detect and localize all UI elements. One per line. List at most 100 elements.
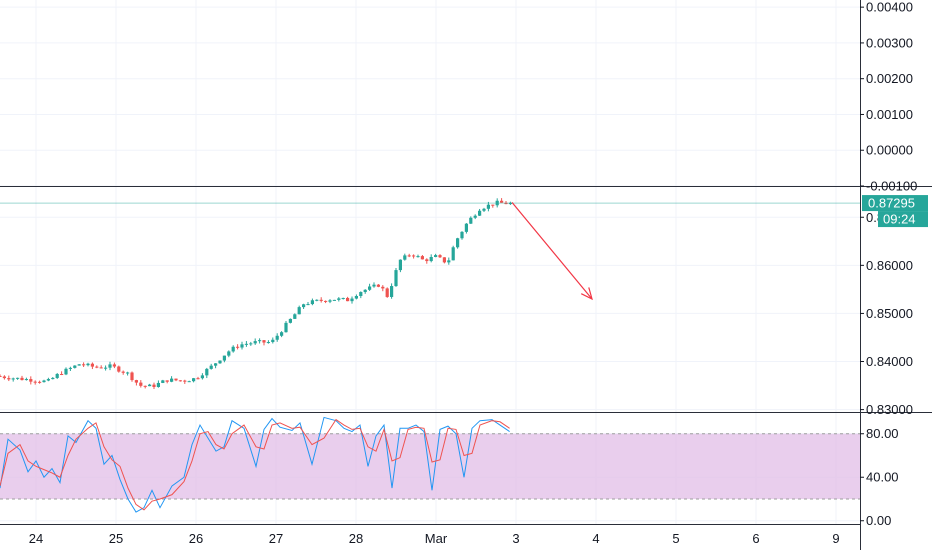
candle-body [469,217,473,224]
candle-body [60,373,64,375]
candle-body [491,204,495,206]
candle-body [280,332,284,336]
annotation-arrow-head[interactable] [580,287,593,301]
candle-body [29,379,33,382]
candle-body [398,259,402,271]
candle-body [412,255,416,257]
annotation-arrow-line[interactable] [511,201,593,300]
candle-body [478,210,482,216]
price-y-tick-label: 0.85000 [866,306,913,321]
stochastic-band-layer [0,433,860,500]
candle-body [126,372,130,374]
candle-body [363,289,367,293]
candle-body [416,256,420,258]
candle-body [68,367,72,369]
candle-body [64,368,68,375]
candle-body [266,342,270,344]
candle-body [500,200,504,203]
candle-body [337,298,341,300]
candle-body [359,292,363,297]
candle-body [11,378,15,380]
candle-body [218,360,222,364]
axis-layer[interactable]: 24 25 26 27 28 Mar 3 4 5 6 9 0.00400 0.00300 0.00200 0… [29,0,918,546]
x-tick-label: Mar [425,531,448,546]
candle-body [73,365,77,368]
indicator-y-tick-label: 0.00100 [866,107,913,122]
indicator-y-tick-label: 0.00000 [866,143,913,158]
candle-body [376,284,380,287]
candle-body [381,286,385,289]
candle-body [86,363,90,366]
candle-body [328,300,332,302]
candle-body [508,202,512,205]
candle-body [236,346,240,348]
candle-body [495,200,499,206]
stochastic-k-line [0,416,510,513]
x-tick-label: 3 [512,531,519,546]
candle-body [205,368,209,376]
candle-body [425,259,429,262]
candle-body [310,300,314,305]
candle-body [214,363,218,366]
annotation-layer[interactable] [511,201,593,301]
last-price-badge [862,195,928,212]
candle-body [442,257,446,263]
candle-body [315,299,319,301]
candle-body [38,381,42,383]
candle-body [196,378,200,380]
candle-body [161,380,165,383]
candle-body [332,299,336,301]
candle-body [77,364,81,366]
candle-body [82,364,86,366]
candle-body [20,377,24,381]
candle-body [341,297,345,299]
stochastic-band-fill [0,433,860,499]
candle-body [368,286,372,290]
candle-body [2,376,6,379]
x-tick-label: 28 [349,531,363,546]
candle-body [451,247,455,261]
candle-body [420,256,424,260]
stochastic-y-tick-label: 80.00 [866,426,899,441]
candle-body [187,381,191,383]
price-y-tick-label: 0.86000 [866,258,913,273]
candle-body [244,343,248,345]
candle-body [302,304,306,308]
candle-body [134,380,138,383]
candle-body [429,256,433,262]
candle-body [249,343,253,345]
candle-body [271,339,275,343]
indicator-y-tick-label: 0.00400 [866,0,913,15]
candle-body [104,367,108,369]
candle-body [390,286,394,297]
candle-countdown-badge [878,211,928,228]
candle-body [293,314,297,319]
candle-body [240,344,244,348]
candle-body [112,364,116,367]
candle-body [16,377,20,379]
candle-body [55,373,59,378]
candle-body [51,377,55,380]
x-tick-label: 5 [672,531,679,546]
candle-body [156,382,160,388]
candle-body [227,351,231,356]
candle-body [209,365,213,369]
candle-body [438,255,442,258]
candle-countdown-label: 09:24 [883,212,916,227]
candle-body [394,270,398,287]
candle-body [7,378,11,380]
candle-body [473,215,477,218]
candle-body [90,363,94,367]
candle-body [139,382,143,386]
candle-body [200,375,204,379]
candle-body [372,284,376,287]
candle-body [152,384,156,388]
candle-body [108,364,112,368]
indicator-y-tick-label: 0.00200 [866,71,913,86]
axis-corner [861,525,932,550]
stochastic-y-tick-label: 40.00 [866,470,899,485]
candle-body [504,202,508,205]
candle-body [403,255,407,260]
